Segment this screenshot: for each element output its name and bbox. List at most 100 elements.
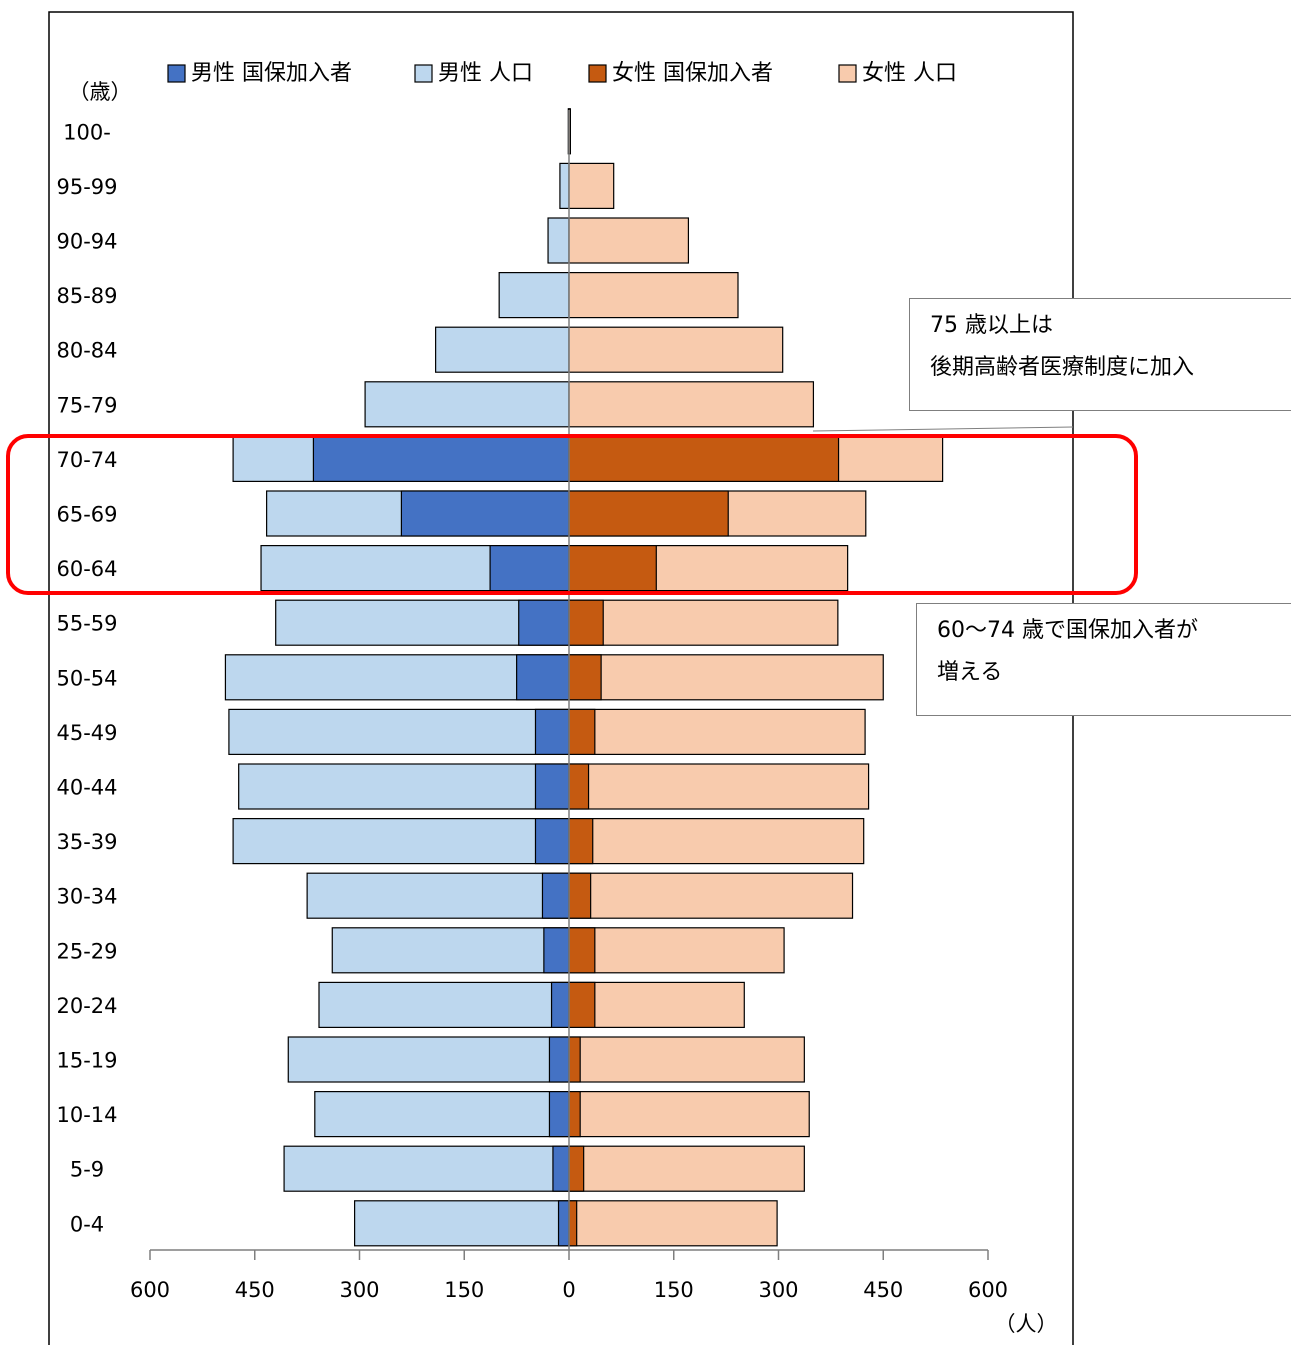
male-population-bar-04 (354, 1200, 570, 1247)
male-population-bar-3034 (306, 872, 570, 919)
male-population-bar-59 (283, 1145, 570, 1192)
legend-label-1: 男性 人口 (438, 61, 533, 86)
legend-swatch-1 (414, 64, 433, 83)
x-axis: 600 450 300 150 0 150 300 450 600 （人） (130, 1249, 1058, 1336)
female-insured-bar-3034 (568, 872, 592, 919)
male-insured-bar-1014 (548, 1090, 570, 1138)
age-label-7579: 75-79 (56, 393, 117, 417)
female-insured-bar-04 (568, 1200, 578, 1247)
male-population-bar-8084 (435, 326, 570, 373)
male-insured-bar-5559 (518, 599, 570, 646)
female-population-bar-1014 (568, 1090, 810, 1138)
x-tick-label-3: 150 (444, 1278, 484, 1302)
age-label-6569: 65-69 (56, 503, 117, 527)
female-insured-bar-4044 (568, 763, 590, 810)
x-tick-label-5: 150 (654, 1278, 694, 1302)
female-population-bar-8589 (568, 272, 739, 319)
x-tick-label-6: 300 (758, 1278, 798, 1302)
age-label-4044: 40-44 (56, 776, 117, 800)
male-insured-bar-4044 (534, 763, 570, 810)
legend-label-0: 男性 国保加入者 (191, 61, 352, 86)
age-label-5054: 50-54 (56, 666, 117, 690)
male-insured-bar-6064 (489, 544, 570, 592)
female-insured-bar-5054 (568, 654, 602, 701)
female-insured-bar-6064 (568, 544, 657, 592)
x-tick-label-2: 300 (339, 1278, 379, 1302)
female-population-bar-4549 (568, 708, 866, 756)
age-label-04: 0-4 (70, 1212, 104, 1236)
x-axis-unit-label: （人） (995, 1312, 1058, 1336)
age-label-8589: 85-89 (56, 284, 117, 308)
female-insured-bar-3539 (568, 817, 594, 865)
female-insured-bar-1519 (568, 1036, 581, 1083)
age-label-1014: 10-14 (56, 1103, 117, 1127)
callout-elderly-line1: 75 歳以上は (930, 313, 1053, 338)
callout-increase-line2: 増える (937, 660, 1003, 685)
age-label-9599: 95-99 (56, 175, 117, 199)
female-population-bar-7579 (568, 381, 815, 428)
male-insured-bar-5054 (516, 654, 570, 701)
female-population-bar-3539 (568, 817, 865, 865)
age-label-8084: 80-84 (56, 339, 117, 363)
female-population-bar-8084 (568, 326, 784, 373)
male-insured-bar-6569 (400, 490, 570, 537)
male-population-bar-2024 (318, 981, 570, 1029)
male-population-bar-4549 (228, 708, 570, 756)
female-population-bar-1519 (568, 1036, 805, 1083)
male-insured-bar-7074 (312, 435, 570, 482)
male-population-bar-2529 (331, 927, 570, 974)
male-insured-bar-2529 (543, 927, 570, 974)
x-tick-label-1: 450 (235, 1278, 275, 1302)
female-population-bar-5054 (568, 654, 884, 701)
female-population-bar-59 (568, 1145, 805, 1192)
male-population-bar-5054 (224, 654, 570, 701)
legend-swatch-3 (838, 64, 857, 83)
callout-increase: 60～74 歳で国保加入者が 増える (916, 603, 1291, 716)
age-label-6064: 60-64 (56, 557, 117, 581)
age-label-3034: 30-34 (56, 885, 117, 909)
callout-increase-line1: 60～74 歳で国保加入者が (937, 618, 1198, 643)
male-population-bar-9094 (547, 217, 570, 264)
female-population-bar-04 (568, 1200, 778, 1247)
legend-swatch-0 (167, 64, 186, 83)
x-tick-labels: 600 450 300 150 0 150 300 450 600 (130, 1278, 1008, 1302)
female-population-bar-9094 (568, 217, 690, 264)
age-label-3539: 35-39 (56, 830, 117, 854)
female-population-bar-5559 (568, 599, 839, 646)
male-insured-bar-4549 (534, 708, 570, 756)
female-population-bar-9599 (568, 162, 615, 209)
age-label-100: 100- (63, 120, 111, 144)
female-insured-bar-2529 (568, 927, 596, 974)
callout-elderly: 75 歳以上は 後期高齢者医療制度に加入 (909, 298, 1291, 411)
age-label-2024: 20-24 (56, 994, 117, 1018)
male-population-bar-4044 (238, 763, 570, 810)
age-label-5559: 55-59 (56, 612, 117, 636)
x-tick-label-7: 450 (863, 1278, 903, 1302)
male-insured-bar-1519 (548, 1036, 570, 1083)
legend: 男性 国保加入者 男性 人口 女性 国保加入者 女性 人口 (167, 61, 957, 86)
female-insured-bar-1014 (568, 1090, 581, 1138)
male-insured-bar-3539 (534, 817, 570, 865)
age-label-4549: 45-49 (56, 721, 117, 745)
female-population-bar-3034 (568, 872, 854, 919)
x-tick-label-0: 600 (130, 1278, 170, 1302)
male-population-bar-1519 (287, 1036, 570, 1083)
female-insured-bar-4549 (568, 708, 596, 756)
male-population-bar-7579 (364, 381, 570, 428)
female-insured-bar-5559 (568, 599, 604, 646)
age-category-labels: 100- 95-99 90-94 85-89 80-84 75-79 70-74 65-69 6… (56, 120, 117, 1236)
bars-layer (224, 108, 944, 1247)
female-insured-bar-6569 (568, 490, 729, 537)
legend-swatch-2 (588, 64, 607, 83)
female-population-bar-4044 (568, 763, 870, 810)
age-label-59: 5-9 (70, 1158, 104, 1182)
age-label-2529: 25-29 (56, 939, 117, 963)
male-population-bar-9599 (559, 162, 570, 209)
male-insured-bar-04 (557, 1200, 570, 1247)
legend-label-2: 女性 国保加入者 (612, 61, 773, 86)
age-label-1519: 15-19 (56, 1049, 117, 1073)
female-insured-bar-59 (568, 1145, 585, 1192)
female-insured-bar-7074 (568, 435, 840, 482)
x-tick-marks (149, 1250, 989, 1260)
